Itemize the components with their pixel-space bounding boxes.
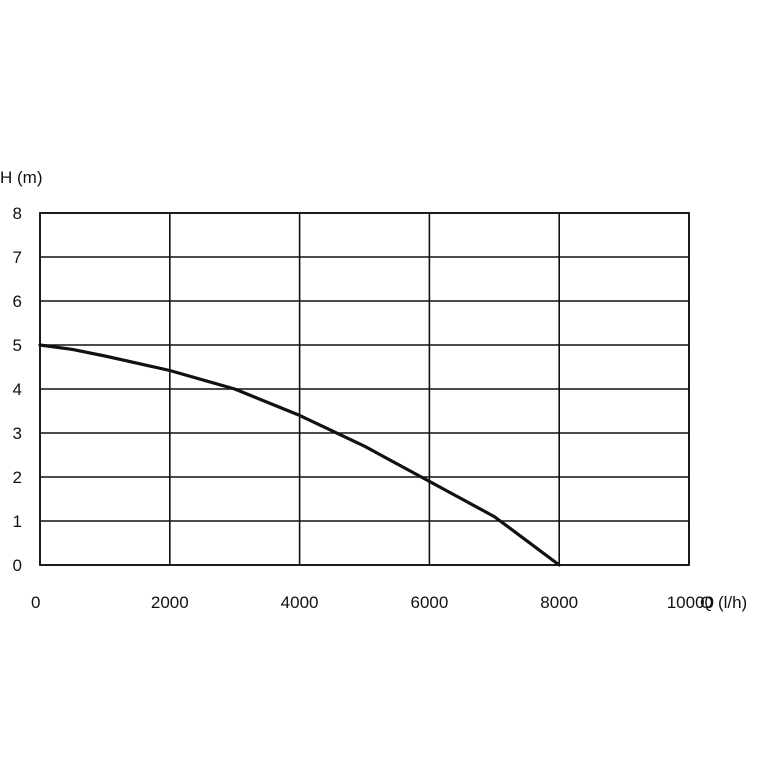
head-flow-curve [38,343,561,567]
x-axis-label: Q (l/h) [700,593,747,612]
x-tick-label: 10000 [667,593,714,612]
y-tick-label: 0 [13,556,22,575]
y-tick-label: 4 [13,380,22,399]
x-tick-label: 0 [31,593,40,612]
y-tick-label: 8 [13,204,22,223]
x-tick-label: 8000 [540,593,578,612]
y-tick-label: 5 [13,336,22,355]
x-tick-label: 6000 [410,593,448,612]
y-tick-labels: 0 1 2 3 4 5 6 7 8 [13,204,22,575]
y-tick-label: 2 [13,468,22,487]
x-tick-label: 2000 [151,593,189,612]
y-tick-label: 6 [13,292,22,311]
y-tick-label: 3 [13,424,22,443]
plot-frame [39,212,690,566]
x-tick-label: 4000 [281,593,319,612]
y-tick-label: 1 [13,512,22,531]
y-axis-label: H (m) [0,168,42,187]
y-tick-label: 7 [13,248,22,267]
grid [39,212,690,566]
x-tick-labels: 0 2000 4000 6000 8000 10000 [31,593,714,612]
